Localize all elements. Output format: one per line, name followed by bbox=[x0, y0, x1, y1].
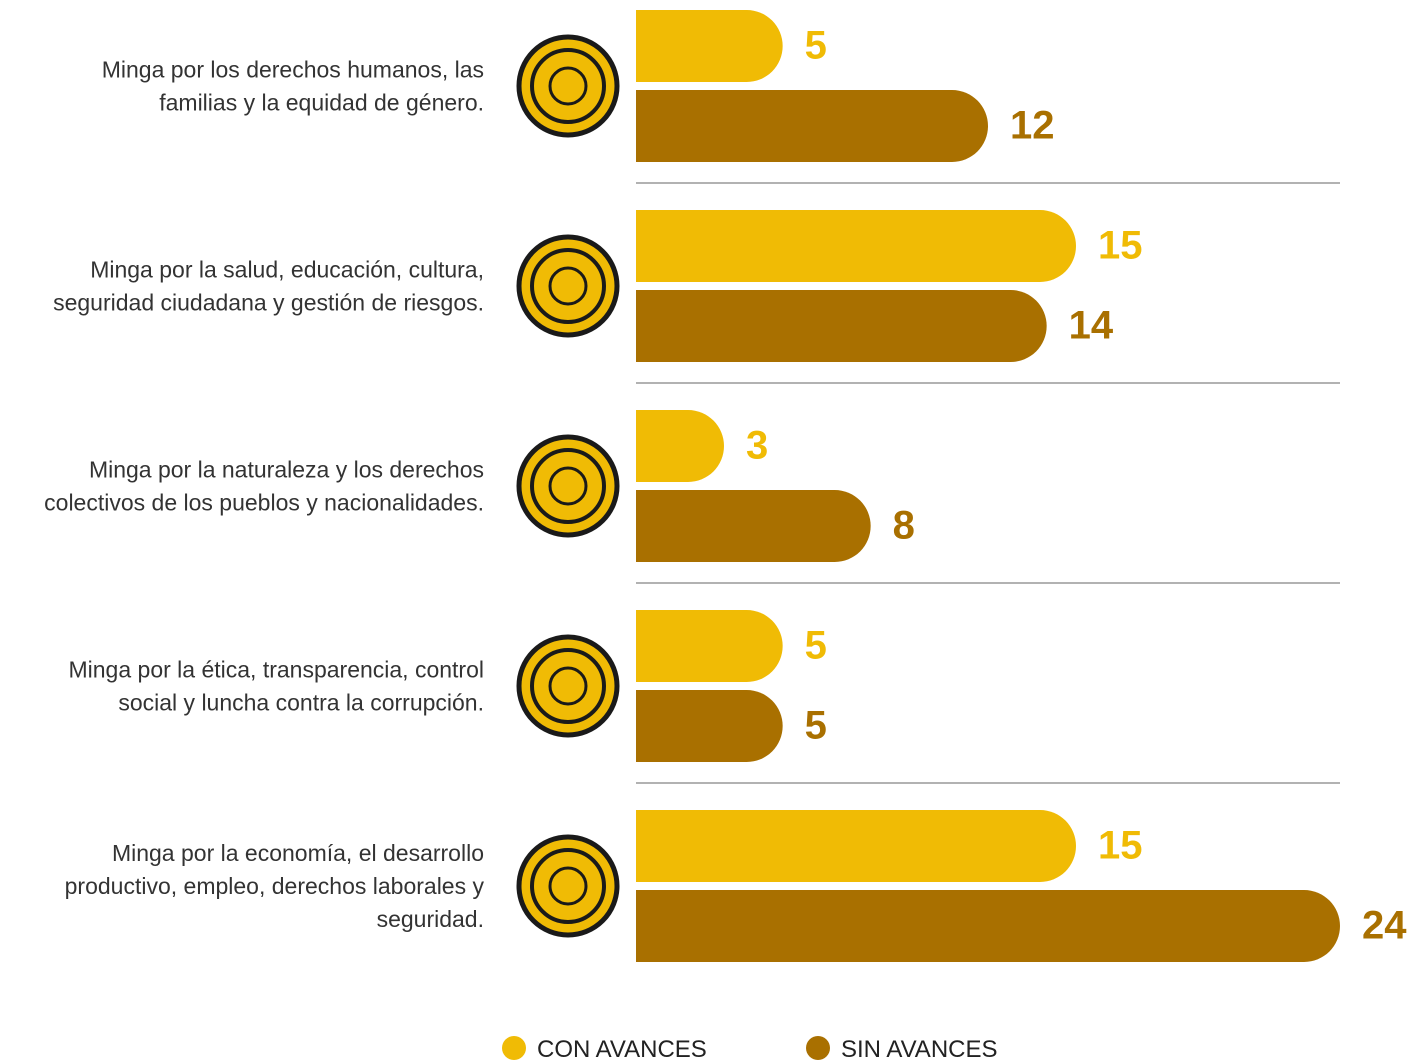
legend-swatch bbox=[502, 1036, 526, 1060]
category-line: Minga por los derechos humanos, las bbox=[102, 57, 484, 83]
icon-ring bbox=[530, 848, 606, 924]
value-label: 24 bbox=[1362, 904, 1407, 948]
icon-core bbox=[548, 866, 588, 906]
value-label: 5 bbox=[805, 24, 827, 68]
icon-ring bbox=[530, 48, 606, 124]
icon-core bbox=[548, 66, 588, 106]
value-label: 8 bbox=[893, 504, 915, 548]
icon-core bbox=[548, 666, 588, 706]
icon-core bbox=[548, 266, 588, 306]
icon-core bbox=[548, 466, 588, 506]
category-label: Minga por la salud, educación, cultura, s… bbox=[53, 257, 484, 316]
bar bbox=[636, 90, 988, 162]
legend-label: SIN AVANCES bbox=[841, 1036, 998, 1061]
icon-ring bbox=[530, 648, 606, 724]
category-label: Minga por la economía, el desarrollo prod… bbox=[65, 840, 485, 932]
value-label: 3 bbox=[746, 424, 768, 468]
legend-label: CON AVANCES bbox=[537, 1036, 707, 1061]
category-line: Minga por la naturaleza y los derechos bbox=[89, 457, 484, 483]
category-label: Minga por los derechos humanos, las famil… bbox=[102, 57, 484, 116]
category-label: Minga por la naturaleza y los derechos co… bbox=[44, 457, 484, 516]
bar bbox=[636, 10, 783, 82]
value-label: 12 bbox=[1010, 104, 1055, 148]
legend-swatch bbox=[806, 1036, 830, 1060]
category-line: Minga por la economía, el desarrollo bbox=[112, 840, 484, 866]
bar bbox=[636, 290, 1047, 362]
value-label: 14 bbox=[1069, 304, 1114, 348]
bar bbox=[636, 890, 1340, 962]
category-line: familias y la equidad de género. bbox=[159, 90, 484, 116]
category-line: seguridad ciudadana y gestión de riesgos… bbox=[53, 290, 484, 316]
category-line: Minga por la salud, educación, cultura, bbox=[90, 257, 484, 283]
bar bbox=[636, 610, 783, 682]
value-label: 15 bbox=[1098, 224, 1143, 268]
category-line: productivo, empleo, derechos laborales y bbox=[65, 873, 485, 899]
category-line: seguridad. bbox=[377, 906, 484, 932]
bar bbox=[636, 490, 871, 562]
category-line: social y luncha contra la corrupción. bbox=[118, 690, 484, 716]
bar bbox=[636, 690, 783, 762]
bar bbox=[636, 210, 1076, 282]
category-line: colectivos de los pueblos y nacionalidad… bbox=[44, 490, 484, 516]
bar bbox=[636, 410, 724, 482]
icon-ring bbox=[530, 448, 606, 524]
value-label: 15 bbox=[1098, 824, 1143, 868]
bar bbox=[636, 810, 1076, 882]
value-label: 5 bbox=[805, 624, 827, 668]
icon-ring bbox=[530, 248, 606, 324]
value-label: 5 bbox=[805, 704, 827, 748]
category-label: Minga por la ética, transparencia, contr… bbox=[69, 657, 485, 716]
category-line: Minga por la ética, transparencia, contr… bbox=[69, 657, 485, 683]
